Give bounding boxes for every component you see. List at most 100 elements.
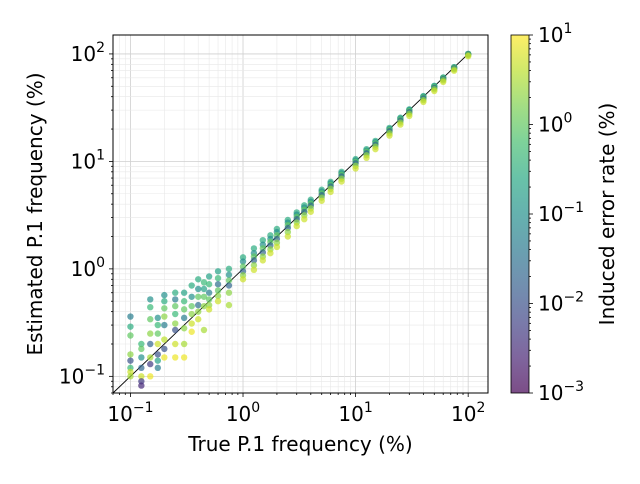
tick-base: 10 (71, 42, 96, 66)
data-point (406, 112, 413, 120)
colorbar-tick-label: 10−2 (538, 290, 584, 316)
data-point (273, 243, 281, 251)
data-point (195, 308, 202, 315)
data-point (154, 321, 161, 329)
data-point (214, 268, 222, 275)
y-tick-label: 102 (71, 40, 105, 66)
data-point (161, 345, 168, 353)
data-point (188, 293, 195, 300)
data-point (161, 354, 168, 361)
data-point (327, 188, 334, 196)
tick-base: 10 (538, 292, 563, 316)
data-point (188, 310, 195, 318)
data-point (172, 302, 179, 310)
data-point (214, 287, 222, 294)
data-point (172, 320, 179, 327)
colorbar-tick-label: 100 (538, 111, 572, 137)
tick-exponent: 2 (96, 40, 105, 56)
data-point (188, 282, 195, 289)
data-point (180, 354, 188, 361)
data-point (138, 382, 145, 389)
colorbar-tick-label: 10−1 (538, 200, 584, 226)
data-point (147, 373, 154, 380)
data-point (161, 305, 168, 312)
data-point (200, 293, 208, 300)
data-point (161, 321, 168, 329)
tick-base: 10 (538, 23, 563, 47)
data-point (161, 336, 168, 343)
colorbar-gradient (510, 34, 530, 394)
data-point (138, 354, 145, 361)
tick-base: 10 (538, 381, 563, 405)
data-point (214, 292, 222, 300)
data-point (307, 208, 314, 215)
data-point (161, 291, 168, 299)
data-point (200, 279, 208, 286)
data-point (147, 354, 154, 361)
x-axis-ticks: 10−1 100 101 102 (107, 393, 485, 426)
data-point (250, 262, 258, 269)
data-point (205, 281, 213, 288)
y-tick-label: 100 (71, 255, 105, 281)
tick-base: 10 (59, 364, 84, 388)
data-point (386, 132, 393, 139)
data-point (180, 306, 188, 313)
x-tick-label: 100 (226, 400, 260, 426)
data-point (225, 282, 233, 289)
data-point (195, 276, 202, 283)
tick-exponent: −1 (563, 200, 584, 216)
data-point (250, 245, 258, 252)
data-point (127, 368, 134, 376)
data-point (127, 323, 134, 330)
data-point (420, 98, 427, 106)
colorbar-tick-label: 101 (538, 21, 572, 47)
data-point (147, 316, 154, 323)
plot-frame (112, 34, 489, 394)
tick-exponent: −3 (563, 379, 584, 395)
data-point (180, 340, 188, 348)
data-point (214, 298, 222, 305)
data-point (147, 296, 154, 303)
data-point (363, 154, 370, 162)
tick-base: 10 (338, 402, 363, 426)
x-tick-label: 102 (451, 400, 485, 426)
tick-exponent: 0 (96, 255, 105, 271)
data-point (172, 326, 179, 334)
tick-exponent: 1 (364, 400, 373, 416)
data-point (138, 345, 145, 353)
data-point (172, 289, 179, 296)
data-point (259, 236, 267, 244)
data-point (372, 145, 379, 153)
data-point (195, 316, 202, 323)
data-point (188, 320, 195, 327)
y-tick-label: 10−1 (59, 362, 105, 388)
data-point (352, 165, 359, 172)
data-point (205, 306, 213, 313)
data-point (138, 373, 145, 380)
colorbar-label: Induced error rate (%) (595, 103, 619, 326)
data-point (397, 121, 404, 128)
data-point (188, 302, 195, 310)
data-point (195, 293, 202, 300)
data-point (154, 364, 161, 372)
data-point (284, 228, 292, 236)
data-point (239, 276, 247, 283)
data-point (127, 313, 134, 320)
data-point (138, 364, 145, 372)
data-point (464, 53, 472, 60)
data-point (293, 222, 300, 230)
tick-exponent: 1 (96, 147, 105, 163)
data-point (301, 215, 308, 223)
data-point (259, 257, 267, 264)
data-point (250, 257, 258, 264)
tick-exponent: 1 (563, 21, 572, 37)
data-point (127, 357, 134, 364)
y-tick-label: 101 (71, 147, 105, 173)
data-point (172, 354, 179, 361)
data-point (180, 289, 188, 296)
data-point (195, 285, 202, 293)
data-point (127, 332, 134, 339)
